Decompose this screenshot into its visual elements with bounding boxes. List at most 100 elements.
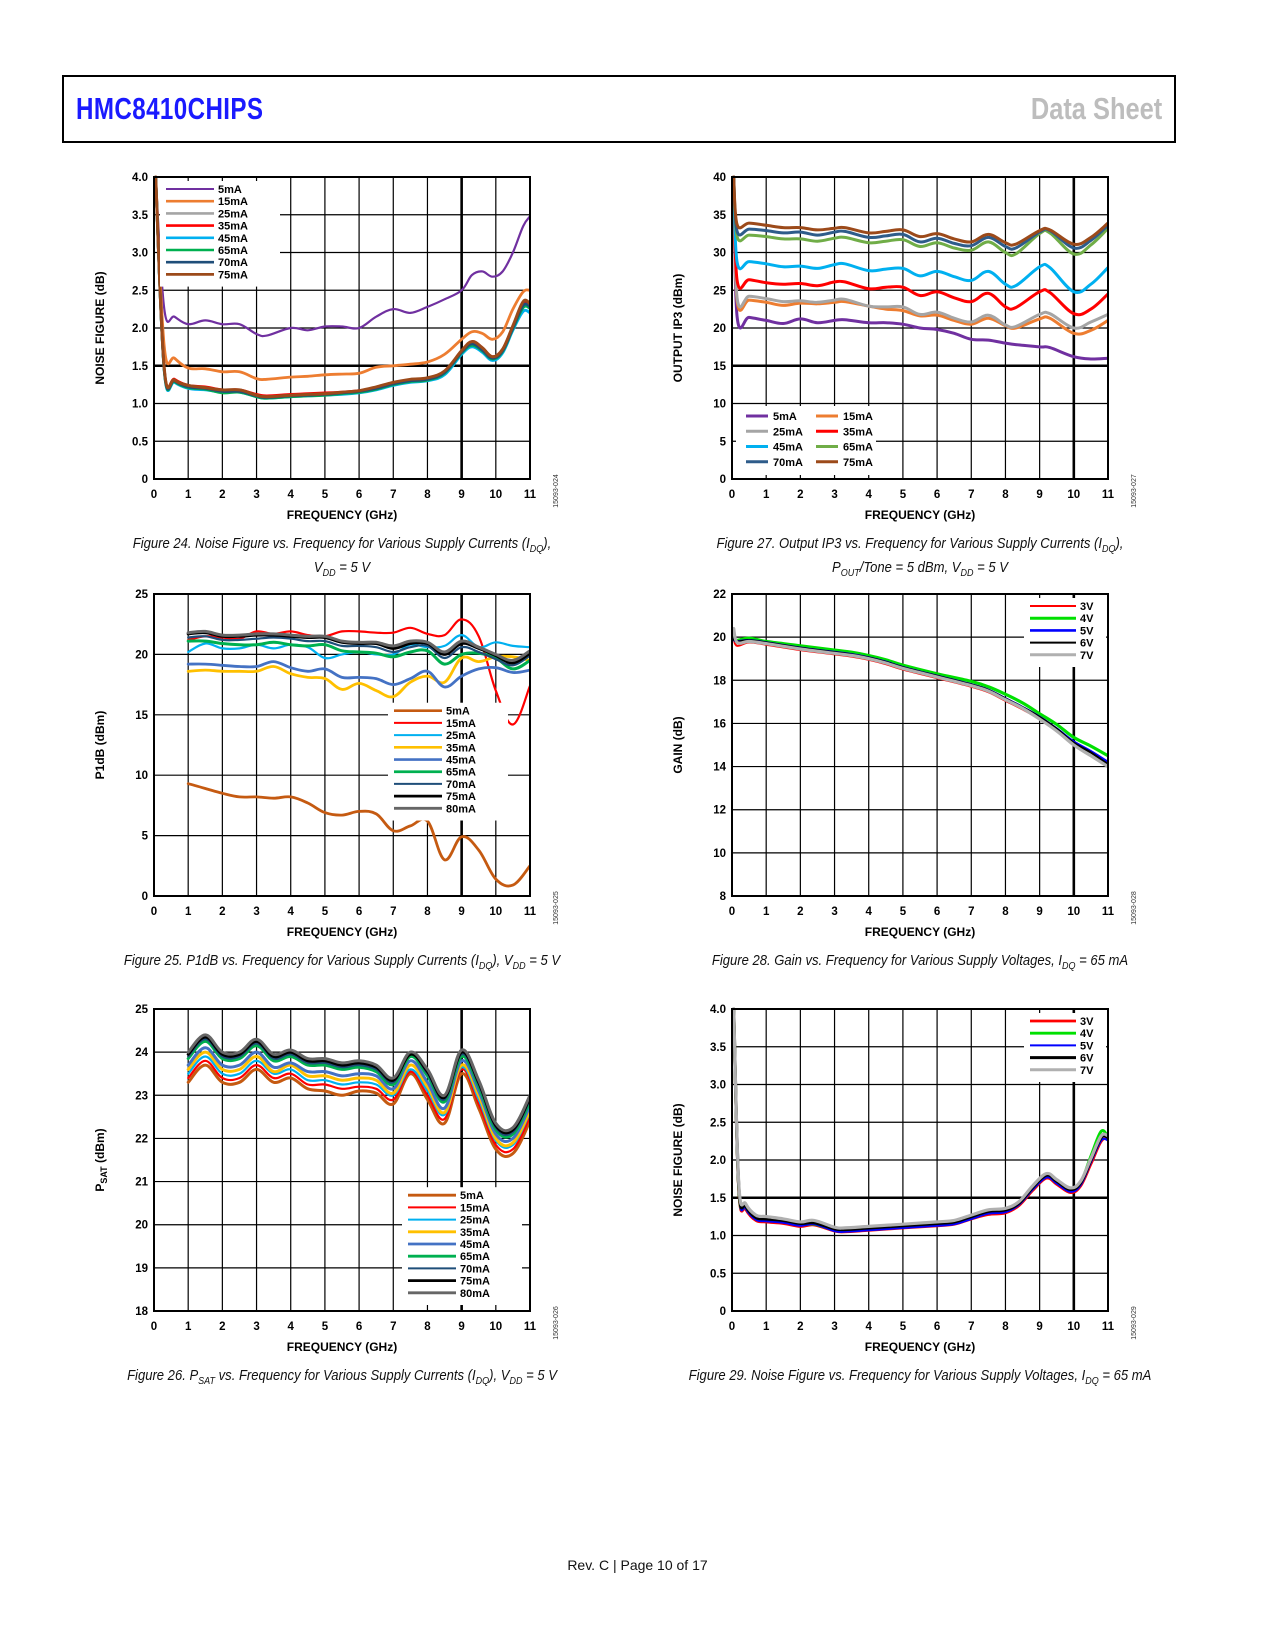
figure-id: 15093-024	[553, 474, 560, 508]
series-line-25ma	[732, 175, 1108, 330]
x-tick-label: 4	[866, 906, 873, 918]
legend-label: 45mA	[218, 233, 248, 245]
series-group	[732, 175, 1108, 361]
y-tick-label: 0.5	[132, 436, 149, 448]
legend-label: 5V	[1080, 625, 1094, 637]
legend-label: 65mA	[446, 767, 476, 779]
x-tick-label: 2	[219, 489, 225, 501]
series-line-35ma	[186, 654, 530, 699]
figure-caption: Figure 24. Noise Figure vs. Frequency fo…	[132, 536, 552, 579]
x-tick-label: 6	[356, 489, 362, 501]
fig29-chart: 0 1 2 3 4 5 6 7 8 9 10 11 0 0.5 1.0 1.5 2.0 2.5 3.0 3.5 4.0 F…	[671, 1004, 1138, 1354]
figure-caption: Figure 29. Noise Figure vs. Frequency fo…	[688, 1368, 1152, 1387]
x-axis-label: FREQUENCY (GHz)	[287, 508, 397, 522]
series-group	[154, 175, 530, 400]
y-tick-label: 3.5	[710, 1042, 727, 1054]
y-tick-label: 0	[142, 891, 148, 903]
x-tick-label: 0	[729, 1321, 735, 1333]
series-line-75ma	[732, 175, 1108, 247]
x-tick-label: 1	[185, 489, 192, 501]
legend-label: 25mA	[773, 426, 803, 438]
fig24-chart: 0 1 2 3 4 5 6 7 8 9 10 11 0 0.5 1.0 1.5 2.0 2.5 3.0 3.5 4.0 F…	[93, 172, 560, 522]
x-tick-label: 7	[390, 489, 396, 501]
series-line-65ma	[186, 639, 530, 671]
y-axis-label: PSAT (dBm)	[93, 1128, 109, 1191]
figure-24: 0 1 2 3 4 5 6 7 8 9 10 11 0 0.5 1.0 1.5 2.0 2.5 3.0 3.5 4.0 F…	[62, 165, 622, 579]
y-axis-label: GAIN (dB)	[671, 716, 685, 773]
legend-label: 70mA	[773, 457, 803, 469]
x-axis-label: FREQUENCY (GHz)	[287, 925, 397, 939]
y-tick-label: 12	[713, 805, 726, 817]
series-line-5ma	[186, 1063, 530, 1159]
figure-id: 15093-027	[1131, 474, 1138, 508]
legend-label: 35mA	[460, 1227, 490, 1239]
legend-label: 3V	[1080, 601, 1094, 613]
figure-28: 0 1 2 3 4 5 6 7 8 9 10 11 8 10 12 14 16 18 20 22 FREQUENCY (…	[640, 582, 1200, 982]
legend-label: 35mA	[446, 742, 476, 754]
y-axis-label: P1dB (dBm)	[93, 711, 107, 780]
legend-box	[1024, 598, 1106, 667]
legend-label: 15mA	[446, 718, 476, 730]
legend-label: 45mA	[460, 1239, 490, 1251]
fig26-chart: 0 1 2 3 4 5 6 7 8 9 10 111819202122232425FREQUENCY …	[93, 1004, 560, 1354]
legend-label: 35mA	[843, 426, 873, 438]
x-tick-label: 3	[253, 489, 259, 501]
x-tick-label: 6	[356, 1321, 362, 1333]
figure-id: 15093-026	[553, 1306, 560, 1340]
figure-id: 15093-029	[1131, 1306, 1138, 1340]
series-line-45ma	[186, 1046, 530, 1144]
x-tick-label: 10	[489, 489, 502, 501]
x-tick-label: 7	[968, 489, 974, 501]
y-tick-label: 2.0	[710, 1155, 726, 1167]
y-tick-label: 14	[713, 762, 726, 774]
grid	[732, 1009, 1108, 1311]
y-tick-label: 18	[135, 1306, 148, 1318]
x-tick-label: 6	[356, 906, 362, 918]
plot-frame	[731, 593, 1109, 897]
x-tick-label: 9	[1036, 906, 1042, 918]
y-tick-label: 0.5	[710, 1268, 727, 1280]
y-axis-label: OUTPUT IP3 (dBm)	[671, 274, 685, 383]
series-group	[732, 1007, 1108, 1234]
y-tick-label: 40	[713, 172, 726, 184]
y-tick-label: 1.5	[710, 1193, 727, 1205]
series-group	[186, 1033, 530, 1159]
legend-label: 5mA	[773, 411, 797, 423]
y-tick-label: 20	[135, 1220, 148, 1232]
x-tick-label: 9	[458, 1321, 464, 1333]
y-tick-label: 22	[135, 1133, 148, 1145]
legend-label: 70mA	[460, 1263, 490, 1275]
x-tick-label: 11	[524, 489, 537, 501]
x-tick-label: 6	[934, 906, 940, 918]
series-line-75ma	[154, 175, 530, 399]
y-tick-label: 20	[713, 632, 726, 644]
fig25-chart: 0 1 2 3 4 5 6 7 8 9 10 11 0 5 10 15 20 25 FREQUENCY (GHz) P…	[93, 589, 560, 939]
plot-frame	[153, 176, 531, 480]
legend-label: 65mA	[218, 245, 248, 257]
x-tick-label: 11	[1102, 906, 1115, 918]
y-tick-label: 2.5	[132, 285, 149, 297]
legend-label: 65mA	[460, 1251, 490, 1263]
series-line-15ma	[154, 175, 530, 381]
x-tick-label: 9	[1036, 1321, 1042, 1333]
legend-label: 4V	[1080, 1028, 1094, 1040]
x-tick-label: 5	[900, 489, 907, 501]
x-axis-label: FREQUENCY (GHz)	[865, 1340, 975, 1354]
x-tick-label: 3	[253, 906, 259, 918]
legend-label: 6V	[1080, 1053, 1094, 1065]
y-tick-label: 4.0	[132, 172, 148, 184]
y-tick-label: 20	[713, 323, 726, 335]
figure-27: 0 1 2 3 4 5 6 7 8 9 10 11 0 5 10 15 20 25 30 35 40 FREQUENCY …	[640, 165, 1200, 579]
x-tick-label: 2	[797, 1321, 803, 1333]
x-tick-label: 11	[524, 906, 537, 918]
x-tick-label: 11	[524, 1321, 537, 1333]
legend-label: 3V	[1080, 1016, 1094, 1028]
figure-caption: Figure 26. PSAT vs. Frequency for Variou…	[127, 1368, 557, 1387]
legend-label: 25mA	[446, 730, 476, 742]
y-tick-label: 4.0	[710, 1004, 726, 1016]
x-tick-label: 5	[322, 906, 329, 918]
y-tick-label: 35	[713, 210, 726, 222]
series-line-70ma	[187, 635, 530, 667]
